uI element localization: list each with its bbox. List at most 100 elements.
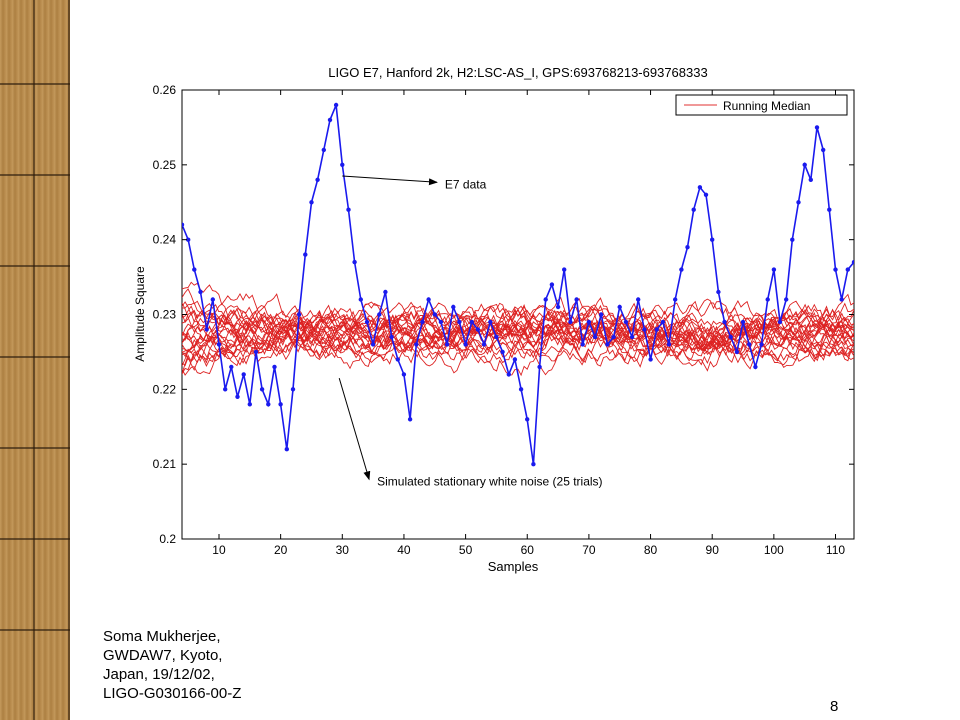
e7-data-point — [740, 319, 746, 325]
e7-data-point — [500, 349, 505, 355]
e7-data-point — [592, 334, 598, 340]
e7-data-point — [685, 245, 690, 250]
e7-data-point — [666, 342, 672, 347]
legend: Running Median — [675, 94, 848, 116]
e7-data-point — [586, 319, 592, 325]
e7-data-point — [568, 319, 573, 325]
x-tick-label: 100 — [764, 543, 784, 557]
e7-data-point — [851, 259, 854, 265]
x-tick-label: 60 — [521, 543, 535, 557]
e7-data-point — [272, 364, 277, 370]
e7-data-point — [327, 117, 333, 123]
e7-data-point — [814, 125, 820, 130]
e7-data-point — [771, 267, 777, 272]
e7-data-point — [555, 304, 561, 310]
annotation-layer: E7 data Simulated stationary white noise … — [338, 175, 603, 488]
e7-data-point — [629, 334, 635, 340]
y-axis-label: Amplitude Square — [133, 266, 147, 362]
e7-data-point — [414, 342, 419, 347]
e7-data-point — [796, 200, 801, 205]
footer-credit: Soma Mukherjee, GWDAW7, Kyoto, Japan, 19… — [103, 627, 241, 703]
e7-data-point — [802, 162, 807, 167]
e7-data-point — [186, 237, 191, 242]
figure-panel: LIGO E7, Hanford 2k, H2:LSC-AS_I, GPS:69… — [72, 47, 935, 600]
y-tick-label: 0.26 — [153, 83, 177, 97]
e7-data-point — [506, 372, 511, 377]
e7-data-point — [728, 334, 733, 340]
e7-data-point — [420, 319, 425, 325]
e7-data-point — [364, 319, 370, 325]
annotation-arrow — [338, 377, 371, 481]
footer-line: GWDAW7, Kyoto, — [103, 647, 223, 664]
e7-data-point — [722, 319, 727, 325]
e7-data-point — [605, 342, 610, 347]
axes-layer: 10 20 30 40 50 60 70 80 90 100 110 0.2 0.21 0.22 0.23 0… — [153, 83, 854, 557]
e7-data-point — [543, 297, 548, 302]
e7-data-point — [777, 319, 783, 325]
e7-data-point — [673, 297, 678, 302]
e7-data-point — [438, 319, 444, 325]
e7-data-point — [790, 237, 795, 242]
e7-data-point — [679, 267, 684, 272]
e7-data-point — [525, 417, 530, 422]
x-axis-label: Samples — [488, 559, 539, 574]
e7-data-point — [580, 342, 585, 347]
e7-data-point — [469, 319, 474, 325]
e7-data-point — [784, 297, 789, 302]
footer-line: Soma Mukherjee, — [103, 628, 221, 645]
e7-data-point — [747, 342, 752, 347]
chart-title: LIGO E7, Hanford 2k, H2:LSC-AS_I, GPS:69… — [328, 65, 707, 80]
e7-data-point — [599, 312, 604, 317]
e7-data-point — [444, 342, 450, 347]
e7-data-point — [370, 342, 376, 347]
e7-data-point — [562, 267, 567, 272]
e7-data-point — [691, 207, 696, 212]
e7-data-point — [759, 342, 764, 347]
e7-data-point — [703, 192, 709, 197]
noise-series-layer — [182, 281, 854, 377]
e7-data-point — [648, 357, 653, 362]
legend-box — [675, 94, 848, 116]
e7-data-point — [253, 349, 259, 355]
plot-frame — [181, 89, 855, 540]
e7-data-point — [407, 417, 413, 422]
e7-data-point — [352, 259, 357, 265]
e7-data-point — [833, 267, 838, 272]
e7-data-point — [315, 177, 320, 182]
e7-data-point — [636, 297, 641, 302]
y-tick-label: 0.2 — [159, 532, 176, 546]
e7-data-point — [611, 334, 616, 340]
e7-data-point — [259, 387, 265, 392]
e7-data-point — [210, 297, 215, 302]
e7-data-point — [358, 297, 363, 302]
y-tick-label: 0.24 — [153, 233, 177, 247]
e7-data-point — [192, 267, 197, 272]
e7-data-point — [426, 297, 431, 302]
e7-data-point — [475, 327, 481, 332]
e7-data-point — [827, 207, 832, 212]
e7-data-point — [654, 327, 659, 332]
y-tick-label: 0.23 — [153, 308, 177, 322]
e7-data-point — [346, 207, 351, 212]
e7-data-point — [549, 282, 555, 287]
e7-data-point — [223, 387, 228, 392]
e7-data-point — [303, 252, 308, 257]
e7-data-point — [623, 319, 629, 325]
slide-number: 8 — [830, 698, 839, 715]
x-tick-label: 50 — [459, 543, 473, 557]
e7-data-line — [182, 104, 854, 465]
noise-trial-line — [182, 305, 854, 369]
e7-data-point — [383, 289, 388, 295]
e7-data-point — [488, 319, 493, 325]
e7-data-point — [241, 372, 246, 377]
e7-data-point — [333, 102, 339, 108]
e7-data-point — [340, 162, 345, 167]
e7-data-point — [266, 402, 271, 407]
annotation-arrow — [342, 175, 438, 186]
e7-data-point — [642, 327, 647, 332]
e7-data-point — [432, 312, 437, 317]
e7-data-point — [182, 222, 185, 227]
annotation-text: E7 data — [445, 177, 487, 191]
e7-data-point — [284, 447, 289, 452]
x-tick-label: 10 — [212, 543, 226, 557]
